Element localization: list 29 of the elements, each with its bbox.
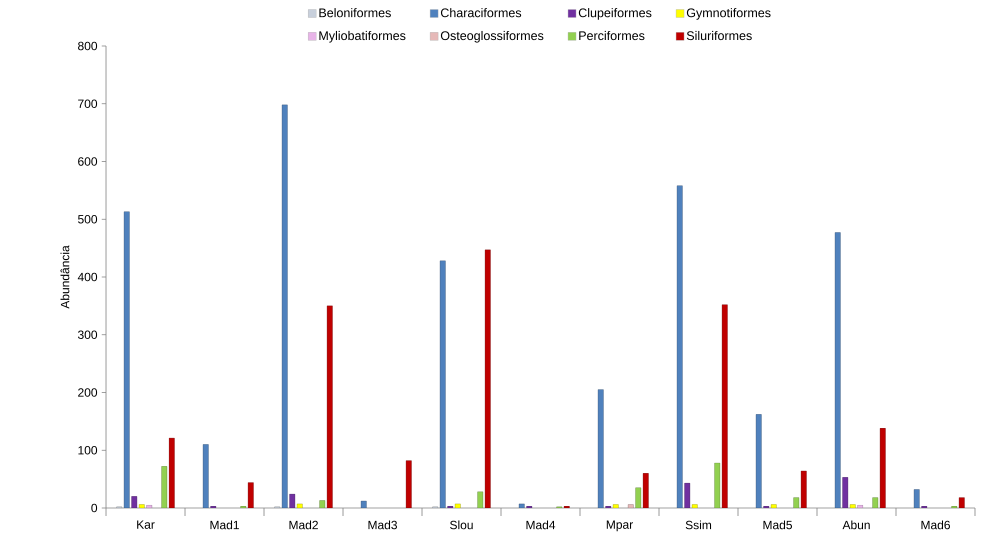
y-tick-label: 100 [78,446,98,454]
y-tick-label: 600 [78,157,98,166]
y-tick-label: 800 [78,42,98,50]
y-tick-label: 300 [78,330,98,339]
legend-label: Beloniformes [319,8,391,18]
x-tick-label: Mad1 [210,520,239,530]
legend-label: Osteoglossiformes [440,30,544,43]
legend-label: Gymnotiformes [686,8,771,20]
x-tick-label: Mpar [606,520,633,532]
y-axis-title: Abundância [60,245,70,309]
legend-label: Siluriformes [686,30,752,40]
x-tick-label: Mad6 [921,520,950,530]
y-tick-label: 400 [78,272,98,282]
x-tick-label: Mad3 [368,520,397,530]
x-tick-label: Mad4 [526,520,556,530]
legend-label: Perciformes [579,30,644,40]
legend-label: Clupeiformes [578,8,652,20]
legend-label: Myliobatiformes [319,30,406,43]
x-tick-label: Ssim [686,520,712,530]
x-tick-label: Mad5 [763,520,792,530]
x-tick-label: Kar [137,520,155,529]
x-tick-label: Slou [450,520,473,530]
y-tick-label: 200 [78,388,98,397]
y-tick-label: 700 [78,100,98,108]
legend-label: Characiformes [440,8,522,18]
y-tick-label: 500 [78,214,98,224]
x-tick-label: Mad2 [289,520,318,530]
x-tick-label: Abun [842,520,870,530]
y-tick-label: 0 [91,504,98,512]
